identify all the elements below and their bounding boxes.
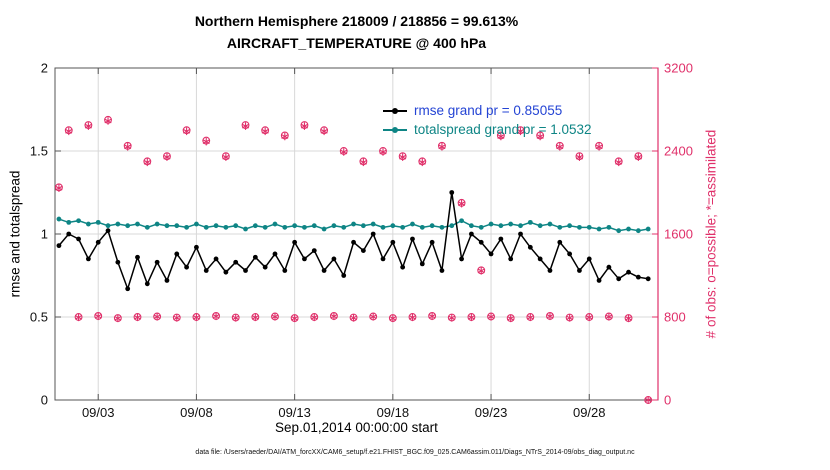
- svg-text:0: 0: [664, 393, 671, 408]
- totalspread-series: [56, 216, 651, 234]
- svg-text:09/03: 09/03: [82, 405, 115, 420]
- legend-item-totalspread: totalspread grand pr = 1.0532: [383, 120, 592, 139]
- tick-labels: 0 0.5 1 1.5 2 0 800 1600 2400 3200 09/03 09/08 09/13…: [30, 61, 693, 421]
- legend-label-rmse: rmse grand pr = 0.85055: [414, 103, 563, 118]
- svg-text:1.5: 1.5: [30, 144, 48, 159]
- legend: rmse grand pr = 0.85055 totalspread gran…: [383, 101, 592, 139]
- svg-text:0: 0: [41, 393, 48, 408]
- svg-text:1600: 1600: [664, 227, 693, 242]
- data-file-path: data file: /Users/raeder/DAI/ATM_forcXX/…: [195, 449, 635, 456]
- rmse-series: [56, 190, 651, 292]
- legend-item-rmse: rmse grand pr = 0.85055: [383, 101, 592, 120]
- chart-subtitle: AIRCRAFT_TEMPERATURE @ 400 hPa: [226, 35, 487, 51]
- svg-text:1: 1: [41, 227, 48, 242]
- svg-text:09/13: 09/13: [278, 405, 311, 420]
- svg-text:0.5: 0.5: [30, 310, 48, 325]
- svg-text:3200: 3200: [664, 61, 693, 76]
- svg-text:2400: 2400: [664, 144, 693, 159]
- left-y-axis-label: rmse and totalspread: [7, 170, 23, 298]
- obs-count-markers: [54, 115, 653, 404]
- svg-text:09/08: 09/08: [180, 405, 213, 420]
- svg-text:800: 800: [664, 310, 686, 325]
- right-y-axis-label: # of obs: o=possible; *=assimilated: [703, 129, 719, 339]
- axes-box: [54, 67, 659, 401]
- svg-text:09/28: 09/28: [573, 405, 606, 420]
- svg-text:09/18: 09/18: [377, 405, 410, 420]
- svg-text:09/23: 09/23: [475, 405, 508, 420]
- svg-text:2: 2: [41, 61, 48, 76]
- legend-label-totalspread: totalspread grand pr = 1.0532: [414, 122, 592, 137]
- chart-title: Northern Hemisphere 218009 / 218856 = 99…: [194, 13, 519, 29]
- totalspread-line-swatch: [383, 128, 407, 131]
- rmse-line-swatch: [383, 109, 407, 112]
- x-axis-label: Sep.01,2014 00:00:00 start: [275, 420, 438, 435]
